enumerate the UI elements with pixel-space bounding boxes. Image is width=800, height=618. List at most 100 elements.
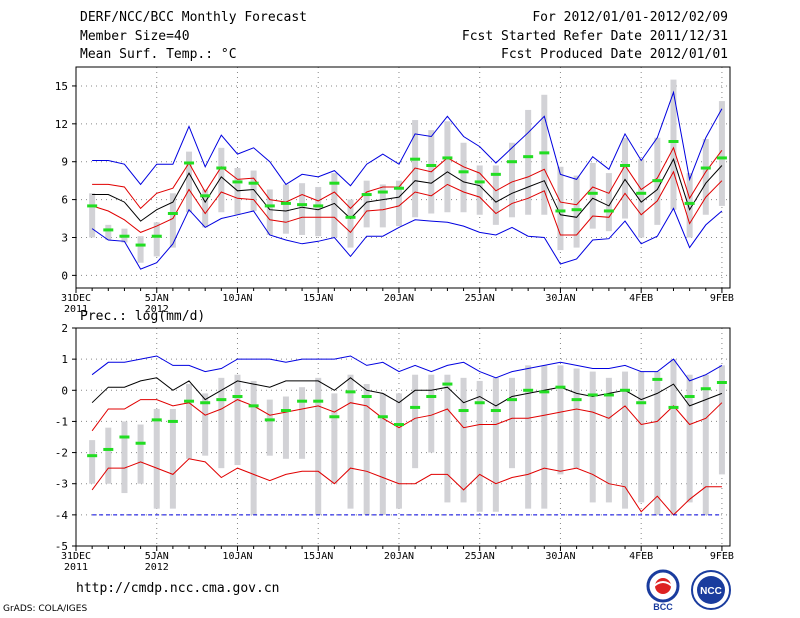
precip-xtick-label: 9FEB <box>710 551 734 562</box>
precip-ensemble-box <box>687 375 693 503</box>
precip-ensemble-box <box>574 368 580 468</box>
precip-ensemble-box <box>541 365 547 508</box>
precip-observed-mark <box>200 401 210 404</box>
precip-ensemble-box <box>315 378 321 515</box>
ncc-logo: NCC <box>688 568 734 612</box>
precip-ensemble-box <box>590 372 596 503</box>
precip-xtick-label: 20JAN <box>384 551 414 562</box>
precip-ensemble-box <box>105 428 111 484</box>
precip-observed-mark <box>152 418 162 421</box>
precip-ensemble-box <box>89 440 95 484</box>
precip-observed-mark <box>539 390 549 393</box>
temp-observed-mark <box>216 167 226 170</box>
precip-xtick-label: 30JAN <box>545 551 575 562</box>
footer-url[interactable]: http://cmdp.ncc.cma.gov.cn <box>76 581 280 596</box>
precip-observed-mark <box>216 398 226 401</box>
temp-xtick-label: 31DEC <box>61 293 91 304</box>
temp-xtick-label: 15JAN <box>303 293 333 304</box>
temp-ensemble-box <box>283 184 289 233</box>
temp-observed-mark <box>572 208 582 211</box>
temp-xtick-label: 5JAN <box>145 293 169 304</box>
precip-ensemble-box <box>638 372 644 503</box>
temp-observed-mark <box>426 164 436 167</box>
temp-ytick-label: 0 <box>61 269 68 282</box>
temp-ensemble-box <box>89 193 95 237</box>
temp-observed-mark <box>668 140 678 143</box>
bcc-logo-text: BCC <box>653 602 673 612</box>
precip-ensemble-box <box>670 359 676 515</box>
temp-observed-mark <box>491 173 501 176</box>
precip-observed-mark <box>313 400 323 403</box>
precip-ensemble-box <box>380 393 386 514</box>
temp-ensemble-box <box>444 121 450 212</box>
temp-observed-mark <box>636 192 646 195</box>
precip-ytick-label: -3 <box>55 478 68 491</box>
temp-observed-mark <box>378 191 388 194</box>
temp-ensemble-box <box>234 168 240 215</box>
temp-ensemble-box <box>299 183 305 235</box>
precip-observed-mark <box>442 383 452 386</box>
temp-ensemble-box <box>154 222 160 256</box>
temp-ensemble-box <box>557 167 563 250</box>
temp-observed-mark <box>103 228 113 231</box>
temp-observed-mark <box>475 180 485 183</box>
temp-observed-mark <box>701 167 711 170</box>
temp-observed-mark <box>329 182 339 185</box>
precip-ensemble-box <box>477 381 483 512</box>
temp-observed-mark <box>265 204 275 207</box>
temp-observed-mark <box>523 155 533 158</box>
precip-ensemble-box <box>154 409 160 509</box>
precip-observed-mark <box>636 401 646 404</box>
precip-xtick-sublabel: 2011 <box>64 562 88 573</box>
precip-observed-mark <box>475 401 485 404</box>
precip-observed-mark <box>249 404 259 407</box>
precip-observed-mark <box>426 395 436 398</box>
temp-xtick-label: 4FEB <box>629 293 653 304</box>
temp-observed-mark <box>410 158 420 161</box>
precip-xtick-label: 4FEB <box>629 551 653 562</box>
precip-observed-mark <box>507 398 517 401</box>
grads-credit: GrADS: COLA/IGES <box>3 604 87 614</box>
temp-observed-mark <box>717 156 727 159</box>
precip-ensemble-box <box>251 381 257 515</box>
precip-ensemble-box <box>170 409 176 509</box>
precip-ensemble-box <box>461 378 467 503</box>
temp-frame <box>76 67 730 288</box>
temp-ensemble-box <box>251 171 257 211</box>
temp-observed-mark <box>152 235 162 238</box>
precip-ensemble-box <box>267 400 273 456</box>
precip-ytick-label: -2 <box>55 447 68 460</box>
temp-observed-mark <box>539 151 549 154</box>
temp-observed-mark <box>168 212 178 215</box>
precip-ensemble-box <box>396 393 402 508</box>
precip-observed-mark <box>668 406 678 409</box>
temp-ensemble-box <box>509 143 515 218</box>
precip-xtick-label: 31DEC <box>61 551 91 562</box>
temp-observed-mark <box>297 203 307 206</box>
temp-observed-mark <box>249 182 259 185</box>
temp-ytick-label: 12 <box>55 118 68 131</box>
precip-observed-mark <box>685 395 695 398</box>
precip-ensemble-box <box>186 384 192 459</box>
temp-observed-mark <box>604 209 614 212</box>
temp-observed-mark <box>555 209 565 212</box>
precip-observed-mark <box>555 386 565 389</box>
precip-ensemble-box <box>557 365 563 474</box>
precip-xtick-label: 15JAN <box>303 551 333 562</box>
temp-ensemble-box <box>622 138 628 219</box>
precip-observed-mark <box>410 406 420 409</box>
precip-ensemble-box <box>428 375 434 453</box>
temp-observed-mark <box>442 156 452 159</box>
precip-xtick-label: 5JAN <box>145 551 169 562</box>
temp-xtick-label: 30JAN <box>545 293 575 304</box>
precip-ensemble-box <box>283 397 289 459</box>
temp-observed-mark <box>136 244 146 247</box>
precip-observed-mark <box>87 454 97 457</box>
temp-ensemble-box <box>186 152 192 213</box>
precip-observed-mark <box>168 420 178 423</box>
temp-ensemble-box <box>703 139 709 215</box>
temp-observed-mark <box>313 204 323 207</box>
temp-observed-mark <box>346 216 356 219</box>
precip-xtick-label: 10JAN <box>222 551 252 562</box>
precip-observed-mark <box>378 415 388 418</box>
